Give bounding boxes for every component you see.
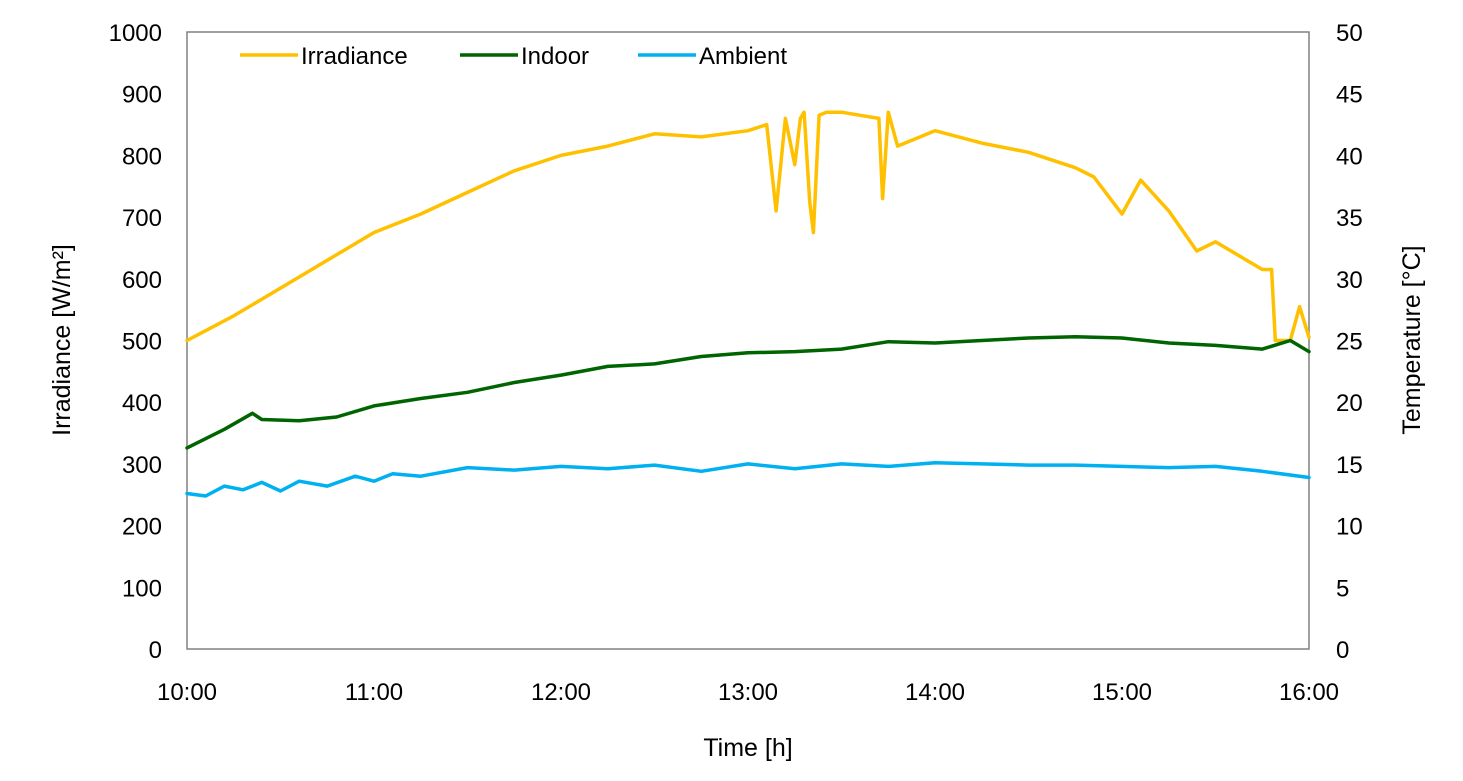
y-right-tick-label: 25 xyxy=(1336,329,1363,356)
y-right-tick-label: 0 xyxy=(1336,637,1349,664)
y-left-tick-label: 500 xyxy=(122,329,162,356)
y-right-axis-title: Temperature [°C] xyxy=(1398,245,1426,434)
x-tick-label: 15:00 xyxy=(1092,679,1152,706)
legend-label-indoor: Indoor xyxy=(521,43,589,70)
y-left-tick-labels: 0 100 200 300 400 500 600 700 800 900 1000 xyxy=(109,20,162,664)
y-right-tick-label: 5 xyxy=(1336,575,1349,602)
legend: Irradiance Indoor Ambient xyxy=(240,43,787,70)
y-left-axis-title: Irradiance [W/m²] xyxy=(48,244,76,436)
y-right-tick-label: 30 xyxy=(1336,267,1363,294)
y-right-tick-label: 15 xyxy=(1336,452,1363,479)
y-right-tick-label: 10 xyxy=(1336,514,1363,541)
y-left-tick-label: 200 xyxy=(122,514,162,541)
legend-label-ambient: Ambient xyxy=(699,43,787,70)
series-line-irradiance xyxy=(185,110,1311,343)
y-left-tick-label: 100 xyxy=(122,575,162,602)
x-tick-label: 10:00 xyxy=(157,679,217,706)
y-left-tick-label: 800 xyxy=(122,143,162,170)
x-tick-label: 14:00 xyxy=(905,679,965,706)
y-left-tick-label: 600 xyxy=(122,267,162,294)
y-right-tick-label: 45 xyxy=(1336,82,1363,109)
y-right-tick-label: 40 xyxy=(1336,143,1363,170)
y-right-tick-label: 20 xyxy=(1336,390,1363,417)
x-tick-label: 16:00 xyxy=(1279,679,1339,706)
y-left-tick-label: 900 xyxy=(122,82,162,109)
y-right-tick-label: 35 xyxy=(1336,205,1363,232)
x-axis-title: Time [h] xyxy=(703,734,792,762)
series-lines xyxy=(185,110,1311,498)
series-line-indoor xyxy=(185,335,1311,450)
series-line-ambient xyxy=(185,460,1311,498)
y-left-tick-label: 700 xyxy=(122,205,162,232)
x-tick-label: 11:00 xyxy=(345,679,403,706)
x-tick-label: 12:00 xyxy=(531,679,591,706)
x-tick-labels: 10:00 11:00 12:00 13:00 14:00 15:00 16:00 xyxy=(157,679,1339,706)
y-left-tick-label: 1000 xyxy=(109,20,162,47)
y-right-tick-labels: 0 5 10 15 20 25 30 35 40 45 50 xyxy=(1336,20,1363,664)
x-tick-label: 13:00 xyxy=(718,679,778,706)
legend-label-irradiance: Irradiance xyxy=(301,43,408,70)
y-left-tick-label: 300 xyxy=(122,452,162,479)
y-left-tick-label: 0 xyxy=(149,637,162,664)
y-left-tick-label: 400 xyxy=(122,390,162,417)
y-right-tick-label: 50 xyxy=(1336,20,1363,47)
